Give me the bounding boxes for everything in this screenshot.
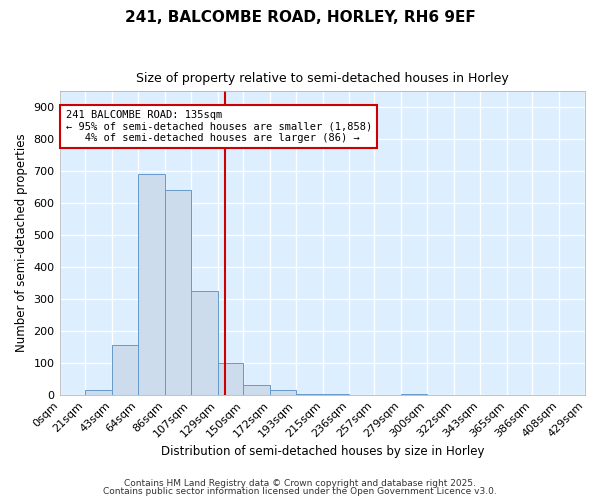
- X-axis label: Distribution of semi-detached houses by size in Horley: Distribution of semi-detached houses by …: [161, 444, 484, 458]
- Bar: [138, 174, 165, 395]
- Y-axis label: Number of semi-detached properties: Number of semi-detached properties: [15, 134, 28, 352]
- Bar: [296, 394, 323, 395]
- Bar: [191, 291, 218, 395]
- Bar: [112, 346, 138, 395]
- Text: Contains HM Land Registry data © Crown copyright and database right 2025.: Contains HM Land Registry data © Crown c…: [124, 478, 476, 488]
- Bar: [323, 394, 349, 395]
- Bar: [85, 390, 112, 395]
- Text: Contains public sector information licensed under the Open Government Licence v3: Contains public sector information licen…: [103, 487, 497, 496]
- Text: 241, BALCOMBE ROAD, HORLEY, RH6 9EF: 241, BALCOMBE ROAD, HORLEY, RH6 9EF: [125, 10, 475, 25]
- Bar: [218, 363, 243, 395]
- Bar: [243, 386, 270, 395]
- Bar: [401, 394, 427, 395]
- Text: 241 BALCOMBE ROAD: 135sqm
← 95% of semi-detached houses are smaller (1,858)
   4: 241 BALCOMBE ROAD: 135sqm ← 95% of semi-…: [65, 110, 372, 144]
- Bar: [270, 390, 296, 395]
- Title: Size of property relative to semi-detached houses in Horley: Size of property relative to semi-detach…: [136, 72, 509, 86]
- Bar: [165, 190, 191, 395]
